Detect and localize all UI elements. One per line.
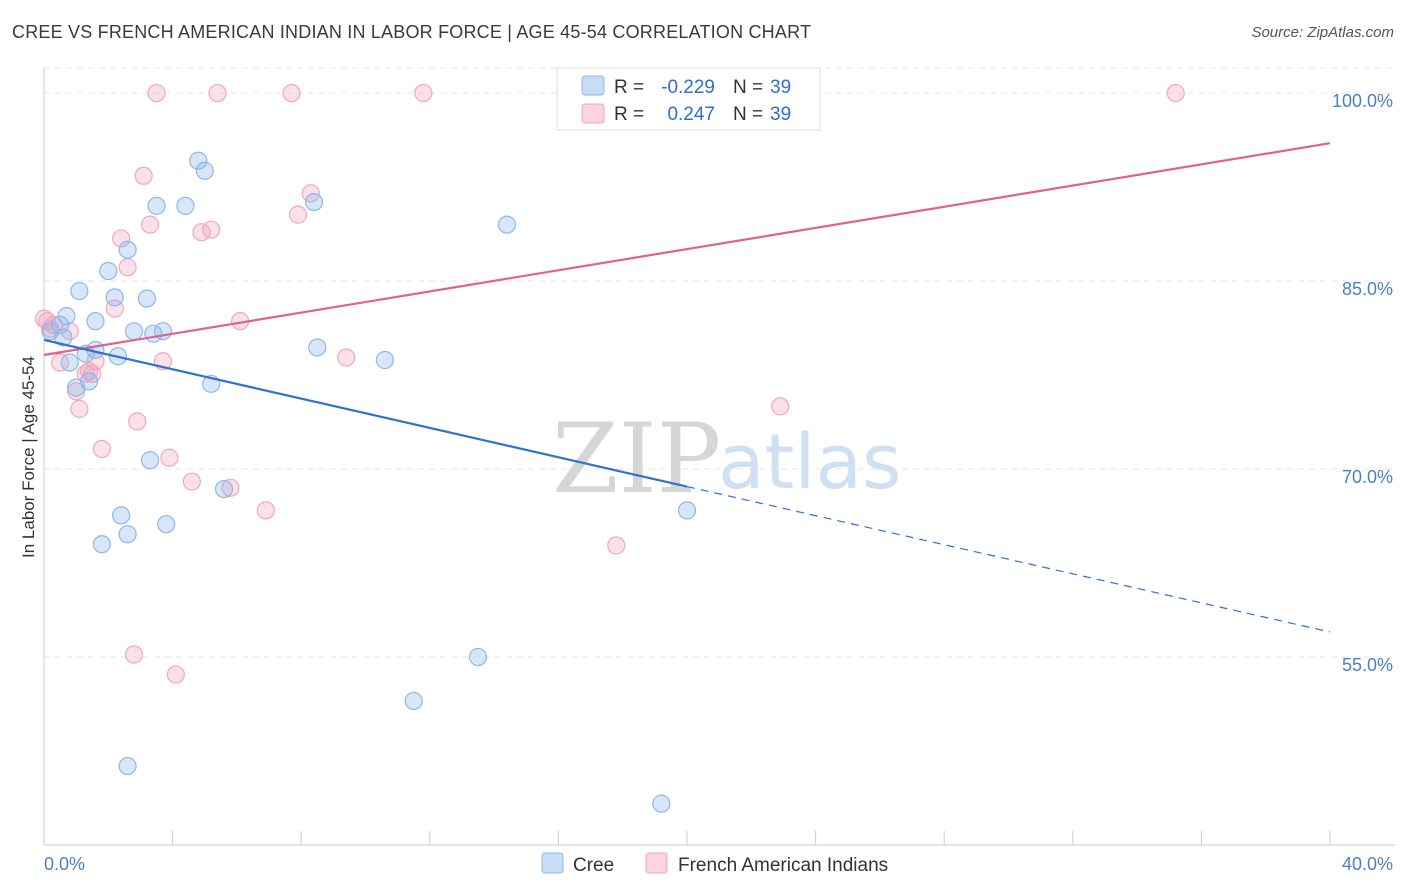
bottom-legend-label-french: French American Indians	[678, 855, 888, 876]
x-tick-label-min: 0.0%	[44, 854, 85, 874]
legend-box: R = -0.229 N = 39 R = 0.247 N = 39	[556, 67, 821, 131]
french-point-5	[70, 399, 89, 418]
y-tick-label-3: 100.0%	[1332, 91, 1393, 111]
gridlines	[44, 67, 1395, 658]
cree-point-33	[404, 691, 423, 710]
cree-point-26	[189, 151, 208, 170]
french-point-9	[92, 439, 111, 459]
cree-point-8	[79, 372, 99, 391]
x-tick-label-max: 40.0%	[1342, 854, 1393, 874]
legend-n-value-cree: 39	[770, 77, 791, 98]
trend-lines	[43, 142, 1331, 633]
french-point-19	[160, 448, 179, 467]
cree-point-4	[60, 353, 79, 372]
cree-point-35	[497, 215, 517, 234]
bottom-legend-swatch-cree	[541, 852, 564, 874]
legend-r-label-cree: R =	[614, 77, 644, 98]
french-point-21	[182, 472, 201, 491]
french-point-38	[79, 362, 99, 381]
cree-point-37	[677, 501, 697, 520]
legend-r-value-cree: -0.229	[661, 77, 715, 98]
french-point-17	[147, 83, 166, 103]
cree-point-3	[57, 307, 76, 326]
legend-swatch-cree	[581, 75, 605, 96]
cree-point-25	[176, 196, 195, 215]
cree-point-12	[99, 261, 118, 281]
french-point-12	[118, 258, 137, 277]
legend-n-label-french: N =	[733, 104, 763, 125]
french-point-20	[166, 665, 185, 684]
legend-r-value-french: 0.247	[667, 104, 715, 125]
french-point-32	[414, 83, 433, 103]
french-point-33	[607, 536, 626, 555]
watermark: ZIP atlas	[552, 403, 902, 515]
cree-point-11	[92, 535, 111, 554]
trend-line-french	[43, 142, 1331, 357]
trend-line-cree-extrapolated	[686, 485, 1331, 633]
french-point-25	[221, 478, 240, 497]
french-point-35	[1166, 83, 1185, 103]
cree-point-29	[214, 479, 234, 499]
cree-point-16	[118, 240, 137, 259]
cree-point-32	[375, 350, 394, 370]
cree-point-20	[140, 451, 160, 470]
french-point-15	[134, 166, 153, 185]
french-point-28	[282, 83, 301, 103]
cree-point-18	[124, 322, 144, 341]
cree-point-30	[304, 192, 324, 212]
watermark-zip: ZIP	[552, 403, 721, 515]
french-point-24	[208, 83, 227, 103]
french-point-16	[140, 215, 160, 234]
french-point-14	[128, 412, 147, 431]
chart-title: CREE VS FRENCH AMERICAN INDIAN IN LABOR …	[12, 22, 812, 42]
french-point-31	[337, 348, 356, 367]
bottom-legend: Cree French American Indians	[541, 852, 888, 876]
cree-point-17	[118, 525, 137, 544]
french-point-23	[202, 220, 221, 239]
cree-point-10	[86, 312, 105, 331]
cree-point-34	[468, 647, 488, 667]
cree-point-22	[147, 196, 166, 215]
y-tick-label-0: 55.0%	[1342, 655, 1393, 675]
y-axis-label: In Labor Force | Age 45-54	[19, 356, 38, 558]
french-point-29	[288, 205, 308, 224]
legend-n-label-cree: N =	[733, 77, 763, 98]
bottom-legend-label-cree: Cree	[573, 855, 614, 876]
french-point-27	[256, 501, 275, 520]
cree-point-24	[157, 515, 176, 534]
y-tick-label-1: 70.0%	[1342, 467, 1393, 487]
cree-point-13	[105, 288, 124, 307]
cree-point-19	[137, 289, 156, 308]
cree-point-2	[54, 328, 73, 347]
legend-n-value-french: 39	[770, 104, 791, 125]
watermark-atlas: atlas	[718, 417, 902, 506]
y-tick-labels: 55.0% 70.0% 85.0% 100.0%	[1332, 91, 1393, 675]
cree-point-38	[118, 756, 137, 776]
french-point-11	[112, 229, 131, 248]
cree-point-15	[112, 506, 131, 525]
french-point-13	[124, 645, 144, 664]
bottom-legend-swatch-french	[645, 852, 668, 874]
cree-point-36	[652, 794, 671, 813]
cree-point-31	[308, 338, 327, 357]
y-tick-label-2: 85.0%	[1342, 279, 1393, 299]
french-point-2	[50, 353, 70, 372]
cree-point-27	[195, 161, 214, 180]
source-label: Source: ZipAtlas.com	[1251, 24, 1394, 41]
series-cree	[41, 151, 697, 813]
legend-r-label-french: R =	[614, 104, 644, 125]
trend-line-cree	[43, 338, 688, 488]
legend-swatch-french	[581, 103, 605, 124]
x-tick-labels: 0.0% 40.0%	[44, 854, 1393, 874]
cree-point-6	[70, 281, 89, 301]
axes	[43, 68, 1395, 846]
french-point-34	[771, 397, 790, 416]
